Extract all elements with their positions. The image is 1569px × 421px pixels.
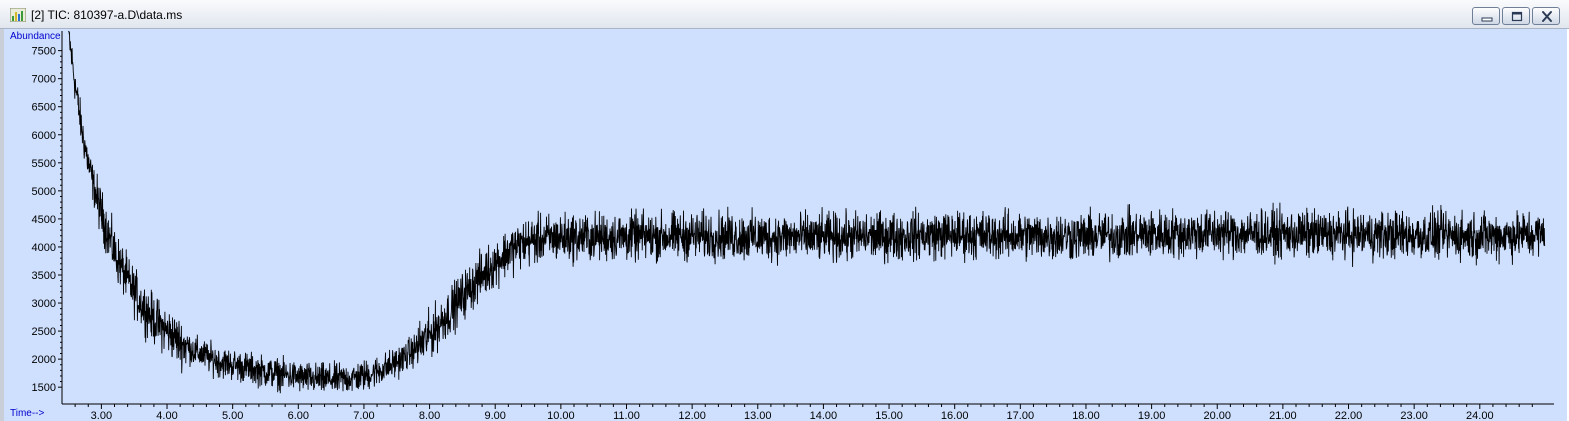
x-tick-label: 8.00	[419, 410, 440, 421]
minimize-icon	[1481, 17, 1493, 22]
y-tick-label: 3000	[32, 298, 56, 310]
x-tick-label: 3.00	[91, 410, 112, 421]
chromatogram-plot[interactable]: 1500 2000 2500 3000 3500 4000 4500 5000 5500 6000…	[4, 29, 1567, 421]
x-tick-label: 24.00	[1466, 410, 1494, 421]
y-tick-label: 3500	[32, 270, 56, 282]
x-tick-label: 4.00	[156, 410, 177, 421]
chromatogram-app-icon	[10, 8, 26, 22]
restore-icon	[1511, 11, 1523, 22]
x-tick-label: 20.00	[1203, 410, 1231, 421]
x-axis-title: Time-->	[10, 408, 45, 419]
y-tick-label: 2000	[32, 354, 56, 366]
x-tick-label: 9.00	[485, 410, 506, 421]
x-tick-label: 17.00	[1007, 410, 1035, 421]
y-tick-label: 4500	[32, 214, 56, 226]
x-tick-label: 7.00	[353, 410, 374, 421]
x-tick-label: 14.00	[810, 410, 838, 421]
close-icon	[1542, 11, 1552, 22]
close-button[interactable]	[1532, 7, 1560, 25]
y-tick-label: 2500	[32, 326, 56, 338]
y-tick-label: 1500	[32, 382, 56, 394]
restore-button[interactable]	[1502, 7, 1530, 25]
x-tick-label: 12.00	[678, 410, 706, 421]
tic-trace-line	[68, 30, 1546, 394]
axes: 1500 2000 2500 3000 3500 4000 4500 5000 5500 6000…	[32, 31, 1554, 421]
x-tick-label: 15.00	[875, 410, 903, 421]
y-tick-label: 6000	[32, 130, 56, 142]
x-tick-label: 10.00	[547, 410, 575, 421]
x-tick-label: 23.00	[1400, 410, 1428, 421]
y-tick-label: 7500	[32, 46, 56, 58]
x-tick-label: 13.00	[744, 410, 772, 421]
x-tick-label: 6.00	[288, 410, 309, 421]
y-tick-label: 5500	[32, 158, 56, 170]
x-tick-label: 18.00	[1072, 410, 1100, 421]
title-bar[interactable]: [2] TIC: 810397-a.D\data.ms	[0, 0, 1569, 29]
y-tick-label: 6500	[32, 102, 56, 114]
y-axis-title: Abundance	[10, 31, 61, 42]
x-tick-label: 11.00	[613, 410, 640, 421]
x-tick-label: 21.00	[1269, 410, 1297, 421]
x-tick-label: 5.00	[222, 410, 243, 421]
minimize-button[interactable]	[1472, 7, 1500, 25]
window-left-edge	[0, 29, 4, 421]
y-tick-label: 7000	[32, 74, 56, 86]
x-tick-label: 22.00	[1335, 410, 1363, 421]
y-tick-label: 5000	[32, 186, 56, 198]
y-tick-label: 4000	[32, 242, 56, 254]
x-tick-label: 16.00	[941, 410, 969, 421]
window-title: [2] TIC: 810397-a.D\data.ms	[31, 8, 183, 22]
x-tick-label: 19.00	[1138, 410, 1166, 421]
